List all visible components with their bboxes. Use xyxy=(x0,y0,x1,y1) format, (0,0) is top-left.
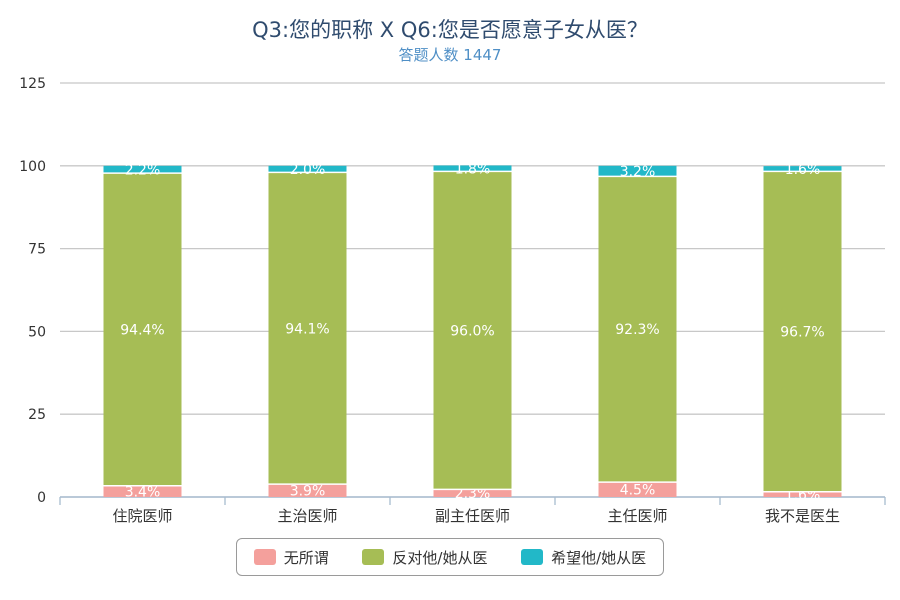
x-tick-label: 我不是医生 xyxy=(765,507,840,525)
bar-segment xyxy=(268,165,347,173)
legend-label-indifferent: 无所谓 xyxy=(283,548,329,567)
y-tick-label: 50 xyxy=(28,324,46,340)
y-tick-label: 125 xyxy=(19,76,46,92)
data-label: 3.4% xyxy=(125,484,161,500)
legend-label-oppose: 反对他/她从医 xyxy=(392,548,488,567)
data-label: 96.0% xyxy=(450,323,494,339)
data-label: 92.3% xyxy=(615,322,659,338)
bar-segment xyxy=(103,165,182,174)
bar-segment xyxy=(433,489,512,497)
legend-label-hope: 希望他/她从医 xyxy=(551,548,647,567)
bar-segment xyxy=(268,484,347,497)
legend-swatch-hope xyxy=(521,549,544,565)
bar-segment xyxy=(598,176,677,483)
bar-segment xyxy=(763,491,842,497)
x-tick-label: 主治医师 xyxy=(277,507,337,525)
bar-segment xyxy=(763,171,842,492)
data-label: 94.4% xyxy=(120,322,164,338)
y-tick-label: 25 xyxy=(28,407,46,423)
data-label: 94.1% xyxy=(285,321,329,337)
bar-segment xyxy=(103,485,182,497)
x-tick-label: 主任医师 xyxy=(607,507,667,525)
data-label: 2.2% xyxy=(125,162,161,178)
legend-item-hope[interactable]: 希望他/她从医 xyxy=(521,547,646,568)
bar-segment xyxy=(763,166,842,172)
chart-title: Q3:您的职称 X Q6:您是否愿意子女从医？ xyxy=(252,18,648,42)
bar-segment xyxy=(268,172,347,485)
data-label: 4.5% xyxy=(620,483,656,499)
y-tick-label: 75 xyxy=(28,242,46,258)
chart-legend: 无所谓 反对他/她从医 希望他/她从医 xyxy=(236,538,664,576)
legend-swatch-oppose xyxy=(362,549,385,565)
data-label: 3.9% xyxy=(290,484,326,500)
legend-item-oppose[interactable]: 反对他/她从医 xyxy=(362,547,487,568)
x-tick-label: 副主任医师 xyxy=(435,507,510,525)
chart-subtitle: 答题人数 1447 xyxy=(398,46,502,64)
data-label: 3.2% xyxy=(620,164,656,180)
legend-swatch-indifferent xyxy=(253,549,276,565)
bar-segment xyxy=(598,482,677,497)
data-label: 2.3% xyxy=(455,486,491,502)
bar-segment xyxy=(433,171,512,490)
bar-segment xyxy=(433,165,512,172)
data-label: 1.6% xyxy=(785,162,821,178)
chart-plot-area: 0 25 50 75 100 125 3.4% 94.4% 2.2% 住院医师 3.9% 94.1% 2… xyxy=(19,76,886,525)
y-tick-label: 100 xyxy=(19,159,46,175)
data-label: 1.8% xyxy=(455,161,491,177)
bar-segment xyxy=(598,165,677,177)
x-tick-label: 住院医师 xyxy=(112,507,172,525)
legend-item-indifferent[interactable]: 无所谓 xyxy=(253,547,329,568)
y-tick-label: 0 xyxy=(37,490,46,506)
bar-segment xyxy=(103,173,182,486)
data-label: 2.0% xyxy=(290,162,326,178)
data-label: 96.7% xyxy=(780,325,824,341)
